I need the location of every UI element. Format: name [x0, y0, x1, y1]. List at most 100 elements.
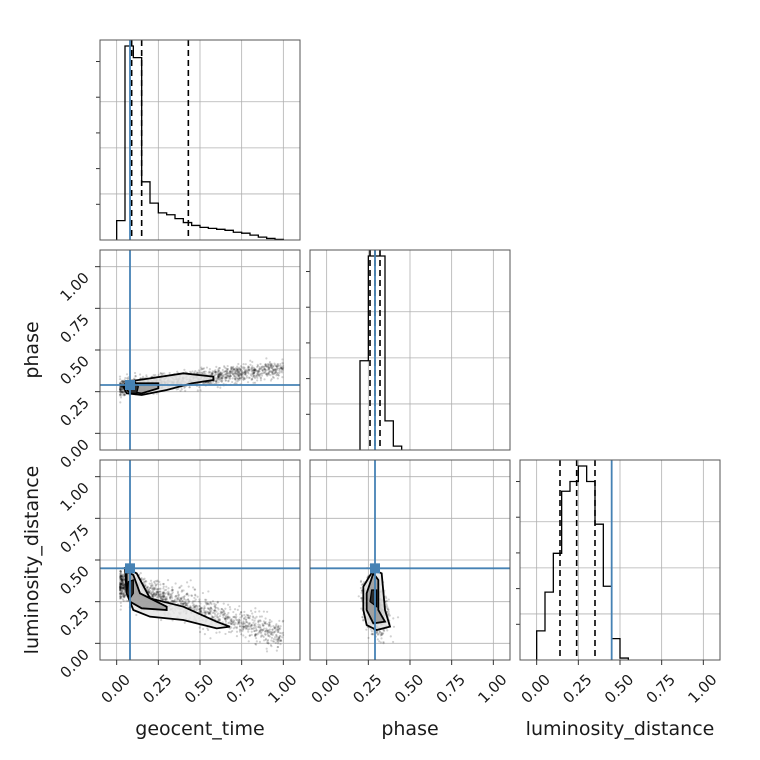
sample-point [219, 379, 222, 382]
sample-point [245, 370, 248, 373]
sample-point [268, 630, 271, 633]
sample-point [227, 611, 230, 615]
sample-point [270, 620, 273, 623]
sample-point [215, 379, 218, 383]
sample-point [191, 604, 195, 607]
sample-point [251, 369, 254, 372]
sample-point [261, 365, 264, 368]
y-tick-label-phase: 0.50 [56, 352, 92, 388]
sample-point [238, 628, 242, 631]
sample-point [254, 633, 257, 636]
sample-point [210, 608, 213, 611]
sample-point [225, 374, 228, 377]
sample-point [217, 378, 220, 381]
sample-point [234, 377, 237, 380]
sample-point [271, 628, 274, 631]
sample-point [243, 371, 247, 374]
sample-point [119, 583, 122, 586]
sample-point [161, 372, 164, 375]
sample-point [277, 373, 280, 377]
sample-point [245, 368, 248, 371]
sample-point [224, 373, 227, 376]
sample-point [214, 606, 217, 609]
sample-point [123, 393, 126, 396]
sample-point [269, 364, 272, 367]
sample-point [249, 609, 253, 612]
sample-point [254, 642, 257, 646]
sample-point [271, 372, 275, 375]
sample-point [229, 374, 232, 378]
sample-point [279, 639, 282, 642]
sample-point [152, 593, 155, 596]
sample-point [249, 625, 252, 629]
sample-point [200, 366, 203, 369]
sample-point [118, 593, 122, 596]
sample-point [179, 389, 182, 392]
sample-point [243, 371, 246, 374]
sample-point [279, 642, 282, 646]
sample-point [229, 374, 232, 378]
sample-point [229, 377, 232, 380]
sample-point [119, 575, 122, 578]
sample-point [255, 640, 258, 643]
sample-point [242, 622, 245, 625]
sample-point [233, 616, 236, 619]
sample-point [126, 377, 129, 380]
sample-point [281, 631, 285, 634]
sample-point [149, 579, 153, 582]
sample-point [228, 605, 232, 609]
sample-point [169, 596, 172, 600]
sample-point [119, 583, 122, 586]
sample-point [157, 590, 160, 593]
sample-point [264, 364, 267, 367]
sample-point [154, 586, 157, 589]
sample-point [260, 628, 263, 631]
sample-point [234, 381, 237, 384]
sample-point [208, 612, 211, 615]
sample-point [275, 633, 278, 636]
sample-point [277, 362, 280, 366]
sample-point [193, 593, 197, 596]
sample-point [236, 369, 239, 372]
sample-point [205, 610, 208, 613]
sample-point [217, 375, 220, 378]
sample-point [258, 630, 261, 634]
sample-point [151, 594, 154, 598]
sample-point [118, 377, 122, 381]
sample-point [279, 362, 282, 366]
sample-point [247, 616, 251, 619]
sample-point [151, 594, 154, 597]
sample-point [252, 381, 255, 384]
sample-point [120, 586, 123, 589]
sample-point [227, 616, 231, 619]
sample-point [119, 574, 122, 578]
sample-point [194, 369, 197, 373]
sample-point [236, 380, 239, 383]
sample-point [208, 382, 212, 385]
sample-point [119, 597, 122, 600]
sample-point [265, 373, 268, 376]
sample-point [162, 591, 166, 594]
sample-point [194, 607, 197, 610]
sample-point [217, 377, 220, 380]
sample-point [181, 600, 184, 603]
sample-point [381, 632, 384, 635]
sample-point [167, 593, 170, 596]
sample-point [224, 618, 227, 621]
sample-point [239, 372, 242, 375]
sample-point [230, 619, 233, 622]
sample-point [123, 595, 126, 599]
sample-point [218, 377, 222, 381]
sample-point [119, 586, 122, 590]
x-tick-label-phase: 0.25 [349, 671, 385, 707]
sample-point [127, 377, 130, 380]
sample-point [273, 627, 277, 630]
sample-point [216, 373, 219, 376]
sample-point [123, 580, 126, 583]
sample-point [243, 370, 247, 373]
sample-point [144, 583, 147, 586]
sample-point [259, 629, 262, 632]
sample-point [119, 387, 122, 390]
sample-point [187, 594, 190, 597]
sample-point [164, 598, 167, 602]
